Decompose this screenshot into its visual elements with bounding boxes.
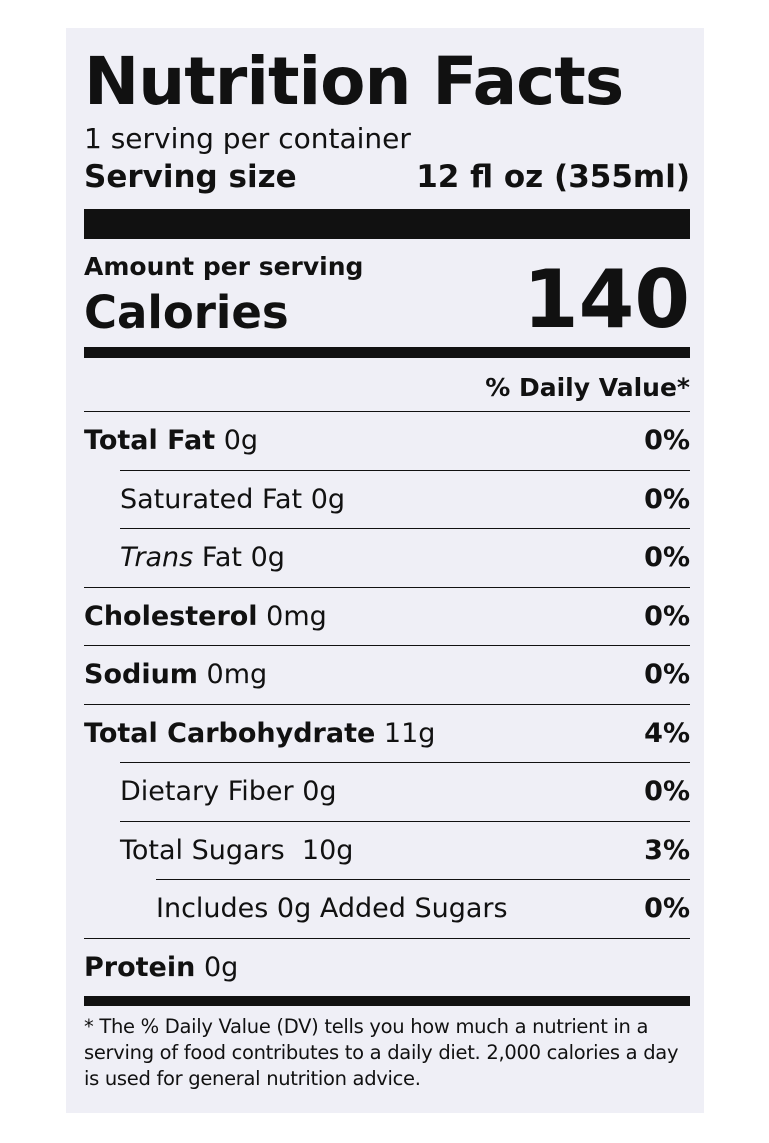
nutrient-name: Includes 0g Added Sugars [156, 893, 508, 925]
amount-per-serving: Amount per serving [84, 252, 364, 281]
nutrient-amount: 0mg [206, 659, 268, 691]
nutrient-row-cholesterol: Cholesterol 0mg 0% [84, 586, 690, 646]
nutrient-dv: 4% [644, 717, 690, 749]
nutrient-dv: 0% [644, 425, 690, 457]
nutrient-amount: 0mg [266, 600, 327, 632]
serving-size-value: 12 fl oz (355ml) [416, 159, 690, 195]
nutrient-row-saturated-fat: Saturated Fat 0g 0% [120, 469, 690, 529]
nutrient-row-dietary-fiber: Dietary Fiber 0g 0% [120, 762, 690, 821]
nutrient-row-trans-fat: Trans Fat 0g 0% [120, 528, 690, 587]
nutrient-name: Dietary Fiber [120, 776, 294, 808]
nutrient-amount: 10g [301, 834, 354, 866]
bottom-divider [84, 996, 690, 1006]
nutrient-dv: 0% [644, 659, 690, 691]
nutrient-row-total-fat: Total Fat 0g 0% [84, 411, 690, 470]
serving-size-label: Serving size [84, 159, 297, 195]
nutrient-name: Sodium [84, 659, 198, 691]
nutrient-dv: 0% [644, 483, 690, 515]
nutrient-amount: Fat 0g [201, 542, 285, 574]
nutrient-amount: 0g [223, 425, 259, 457]
calories-block: Amount per serving Calories 140 [84, 239, 690, 347]
nutrient-amount: 0g [302, 776, 337, 808]
nutrient-dv: 0% [644, 600, 690, 632]
nutrient-name: Protein [84, 951, 196, 983]
calories-label: Calories [84, 286, 289, 339]
nutrient-row-protein: Protein 0g [84, 937, 690, 997]
medium-divider [84, 347, 690, 358]
nutrient-amount: 11g [383, 717, 436, 749]
nutrient-name: Total Sugars [120, 834, 285, 866]
nutrient-name: Saturated Fat [120, 483, 303, 515]
daily-value-header: % Daily Value* [485, 373, 690, 402]
footnote: * The % Daily Value (DV) tells you how m… [84, 1015, 679, 1090]
thick-divider [84, 209, 690, 239]
nutrient-dv: 0% [644, 893, 690, 925]
nutrient-row-sodium: Sodium 0mg 0% [84, 645, 690, 704]
nutrient-name: Total Carbohydrate [84, 717, 376, 749]
nutrient-name: Trans [120, 542, 194, 574]
servings-per-container: 1 serving per container [84, 122, 411, 155]
label-title: Nutrition Facts [84, 43, 624, 120]
nutrient-row-total-carbohydrate: Total Carbohydrate 11g 4% [84, 703, 690, 763]
nutrient-dv: 3% [644, 834, 690, 866]
serving-size-row: Serving size 12 fl oz (355ml) [84, 157, 690, 197]
label-background [66, 28, 704, 1113]
calories-value: 140 [523, 253, 690, 346]
nutrient-dv: 0% [644, 542, 690, 574]
nutrient-amount: 0g [203, 951, 239, 983]
nutrition-facts-label: Nutrition Facts 1 serving per container … [84, 28, 690, 1092]
nutrient-name: Total Fat [84, 425, 216, 457]
nutrient-dv: 0% [644, 776, 690, 808]
nutrient-row-total-sugars: Total Sugars 10g 3% [120, 820, 690, 880]
nutrient-amount: 0g [310, 483, 346, 515]
nutrient-name: Cholesterol [84, 600, 258, 632]
nutrient-row-added-sugars: Includes 0g Added Sugars 0% [156, 879, 690, 938]
